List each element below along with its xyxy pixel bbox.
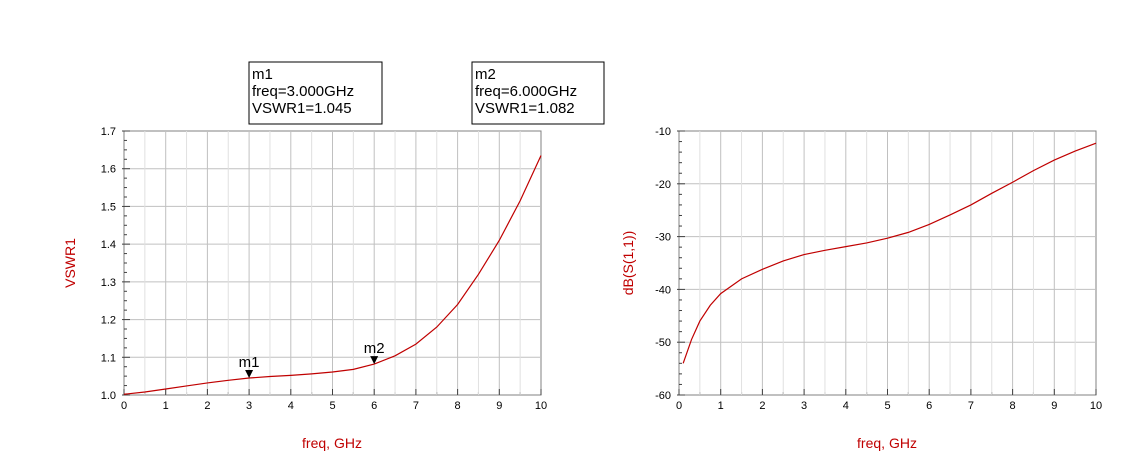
y-tick-label: -60 [655,390,671,402]
y-tick-label: -30 [655,232,671,244]
x-tick-label: 10 [535,400,547,412]
marker-readout-line: VSWR1=1.082 [475,100,575,117]
marker-readout-box [248,61,383,125]
marker-readout-box [471,61,605,125]
x-tick-label: 3 [246,400,252,412]
x-tick-label: 9 [496,400,502,412]
y-tick-label: 1.3 [101,277,116,289]
y-tick-label: -50 [655,337,671,349]
y-tick-label: 1.1 [101,352,116,364]
y-tick-label: -10 [655,126,671,138]
x-tick-label: 5 [884,400,890,412]
x-tick-label: 3 [801,400,807,412]
s11-chart: 0 1 2 3 4 5 6 7 8 9 10 -60 -50 -40 -30 -20 -10 freq, GHz… [620,126,1102,451]
s11-grid [677,130,1097,396]
marker-readout-line: VSWR1=1.045 [252,100,352,117]
marker-readout-line: freq=6.000GHz [475,83,577,100]
x-tick-label: 1 [163,400,169,412]
x-tick-label: 8 [455,400,461,412]
x-tick-label: 8 [1010,400,1016,412]
x-tick-label: 6 [926,400,932,412]
x-tick-label: 2 [759,400,765,412]
vswr-y-axis-label: VSWR1 [62,238,78,288]
vswr-chart: 0 1 2 3 4 5 6 7 8 9 101.01.11.21.31.41.51.61.7 m1m… [62,126,547,451]
x-tick-label: 2 [204,400,210,412]
marker-triangle-icon [245,370,254,379]
vswr-tick-labels: 0 1 2 3 4 5 6 7 8 9 10 1.0 1.1 1.2 1.3 1.4 1.5 1.6 1.7 [101,126,547,412]
s11-tick-labels: 0 1 2 3 4 5 6 7 8 9 10 -60 -50 -40 -30 -20 -10 [655,126,1102,412]
x-tick-label: 5 [329,400,335,412]
x-tick-label: 4 [288,400,294,412]
marker-readout-line: m1 [252,66,273,83]
marker-label: m2 [364,340,385,357]
x-tick-label: 6 [371,400,377,412]
marker-triangle-icon [370,356,379,365]
s11-y-axis-label: dB(S(1,1)) [620,231,636,296]
vswr-grid [122,130,542,396]
s11-series-line [682,142,1097,364]
x-tick-label: 7 [413,400,419,412]
marker-readout-line: m2 [475,66,496,83]
y-tick-label: 1.6 [101,164,116,176]
vswr-x-axis-label: freq, GHz [302,435,362,451]
y-tick-label: 1.7 [101,126,116,138]
y-tick-label: 1.2 [101,315,116,327]
marker-readout-line: freq=3.000GHz [252,83,354,100]
y-tick-label: -20 [655,179,671,191]
x-tick-label: 0 [121,400,127,412]
y-tick-label: 1.0 [101,390,116,402]
x-tick-label: 1 [718,400,724,412]
x-tick-label: 10 [1090,400,1102,412]
vswr-series-line [123,155,542,395]
y-tick-label: -40 [655,284,671,296]
x-tick-label: 9 [1051,400,1057,412]
y-tick-label: 1.5 [101,201,116,213]
x-tick-label: 7 [968,400,974,412]
y-tick-label: 1.4 [101,239,116,251]
vswr-markers: m1 m2 [239,340,385,379]
x-tick-label: 4 [843,400,849,412]
marker-label: m1 [239,354,260,371]
s11-x-axis-label: freq, GHz [857,435,917,451]
x-tick-label: 0 [676,400,682,412]
